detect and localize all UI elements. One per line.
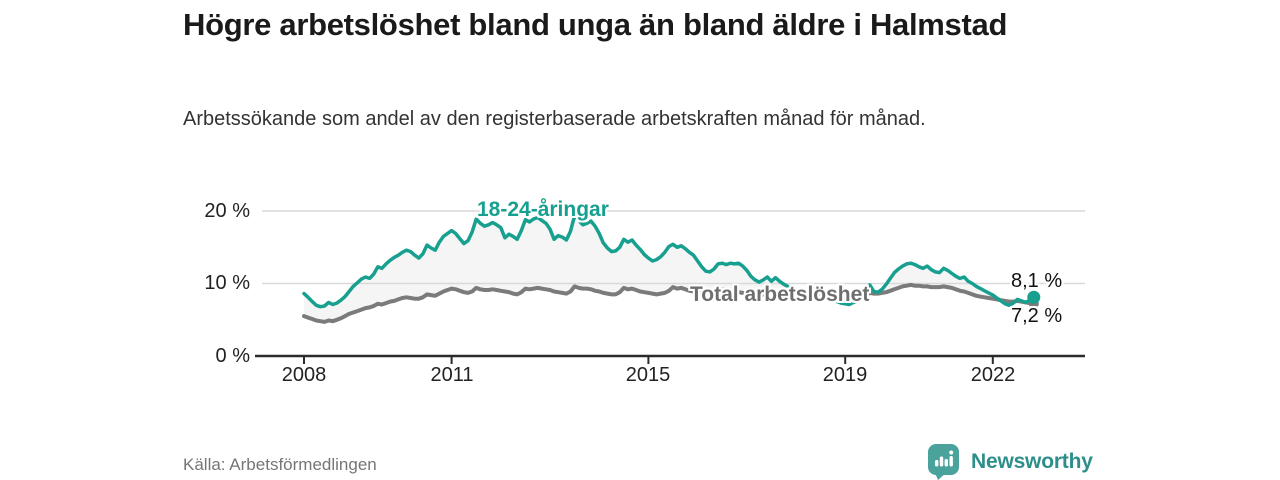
y-tick-20: 20 % [204,200,250,222]
x-tick-2015: 2015 [625,364,671,386]
brand-name: Newsworthy [971,449,1093,473]
series-label-total: Total arbetslöshet [690,283,870,306]
x-tick-2008: 2008 [281,364,327,386]
y-tick-0: 0 % [215,345,250,367]
series-label-young: 18-24-åringar [477,198,609,221]
end-value-young: 8,1 % [1011,270,1063,292]
newsworthy-logo-link[interactable]: Newsworthy [926,443,1093,480]
line-young [302,213,1036,309]
page-title: Högre arbetslöshet bland unga än bland ä… [183,7,1008,42]
newsworthy-bar-chart-pin-icon [928,444,959,480]
end-value-total: 7,2 % [1011,305,1063,327]
x-tick-2022: 2022 [970,364,1016,386]
line-total [302,282,1036,324]
y-tick-10: 10 % [204,272,250,294]
page-subtitle: Arbetssökande som andel av den registerb… [183,108,926,130]
area-between-series [304,215,1034,322]
x-tick-2011: 2011 [430,364,474,386]
x-tick-2019: 2019 [822,364,868,386]
end-dot-young [1027,290,1041,304]
source-attribution: Källa: Arbetsförmedlingen [183,455,377,474]
